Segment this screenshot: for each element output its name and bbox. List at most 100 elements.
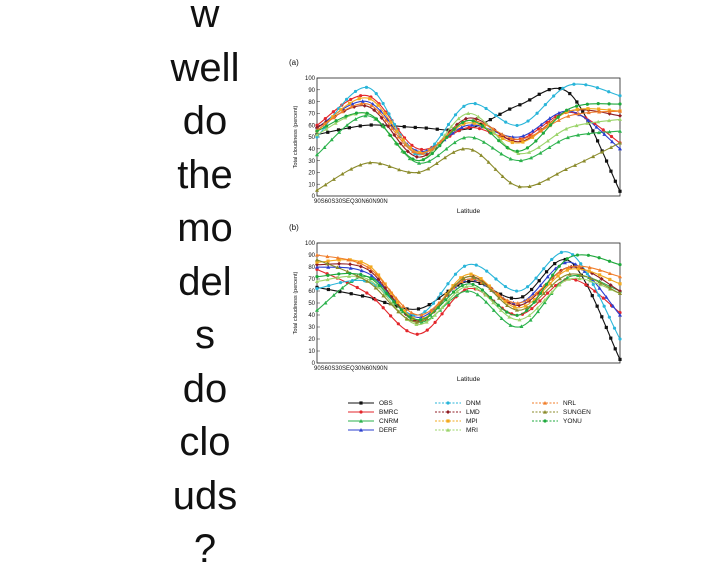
series-marker-obs bbox=[427, 303, 431, 307]
series-marker-obs bbox=[609, 336, 613, 340]
series-marker-cnrm bbox=[565, 275, 570, 280]
series-marker-obs bbox=[467, 279, 471, 283]
series-marker-derf bbox=[359, 268, 364, 273]
series-marker-mpi bbox=[337, 258, 341, 262]
series-marker-mri bbox=[456, 116, 461, 121]
series-marker-nrl bbox=[529, 133, 534, 138]
series-marker-mri bbox=[343, 115, 348, 120]
y-tick-label: 80 bbox=[308, 100, 315, 106]
series-marker-nrl bbox=[346, 257, 351, 262]
series-marker-mri bbox=[324, 127, 329, 131]
series-marker-sungen bbox=[486, 160, 491, 164]
series-marker-derf bbox=[350, 101, 355, 106]
series-marker-derf bbox=[594, 125, 599, 129]
series-marker-sungen bbox=[489, 288, 494, 292]
series-marker-obs bbox=[498, 112, 502, 116]
series-marker-mri bbox=[566, 277, 571, 281]
series-marker-nrl bbox=[438, 139, 443, 144]
series-marker-sungen bbox=[496, 296, 501, 300]
series-marker-yonu bbox=[565, 108, 569, 112]
series-marker-sungen bbox=[345, 269, 350, 274]
series-marker-yonu bbox=[585, 102, 589, 106]
series-marker-cnrm bbox=[454, 293, 459, 297]
y-tick-label: 70 bbox=[308, 112, 315, 118]
series-marker-mri bbox=[315, 279, 319, 283]
series-marker-dnm bbox=[381, 101, 385, 106]
series-marker-mpi bbox=[487, 284, 491, 288]
series-marker-bmrc bbox=[381, 306, 385, 310]
series-marker-sungen bbox=[481, 280, 486, 285]
series-marker-yonu bbox=[325, 124, 329, 128]
series-marker-derf bbox=[597, 286, 602, 290]
series-marker-dnm bbox=[526, 285, 530, 289]
series-marker-obs bbox=[530, 287, 534, 292]
series-marker-yonu bbox=[575, 104, 579, 108]
series-marker-mri bbox=[333, 121, 338, 125]
series-marker-cnrm bbox=[519, 324, 524, 328]
series-marker-mri bbox=[491, 130, 496, 134]
series-marker-dnm bbox=[515, 123, 519, 128]
series-marker-mri bbox=[549, 290, 554, 294]
series-marker-obs bbox=[402, 125, 406, 129]
series-marker-cnrm bbox=[490, 145, 495, 150]
series-marker-lmd bbox=[599, 276, 604, 281]
series-marker-yonu bbox=[471, 282, 475, 287]
series-marker-obs bbox=[509, 296, 514, 300]
series-marker-yonu bbox=[395, 142, 399, 146]
series-marker-nrl bbox=[409, 310, 414, 315]
series-marker-nrl bbox=[340, 109, 345, 114]
series-marker-nrl bbox=[525, 297, 530, 302]
series-line-dnm bbox=[316, 83, 621, 156]
legend: OBS BMRC CNRM DERF DNM LMD MPI MRI NRL SUNGEN YONU bbox=[348, 400, 591, 434]
legend-label-mri: MRI bbox=[466, 427, 478, 434]
series-marker-yonu bbox=[374, 117, 379, 121]
series-marker-nrl bbox=[587, 265, 592, 270]
series-marker-obs bbox=[537, 92, 541, 96]
series-marker-bmrc bbox=[323, 117, 327, 121]
series-marker-bmrc bbox=[415, 332, 419, 336]
series-marker-derf bbox=[459, 125, 464, 129]
series-marker-mpi bbox=[547, 122, 551, 126]
slide-question-text: w well do the mo del s do clo uds ? bbox=[150, 0, 260, 577]
series-marker-yonu bbox=[489, 131, 493, 135]
series-marker-cnrm bbox=[345, 123, 350, 127]
series-marker-sungen bbox=[588, 276, 593, 280]
series-marker-cnrm bbox=[542, 300, 547, 305]
series-marker-sungen bbox=[546, 176, 551, 181]
series-marker-sungen bbox=[582, 158, 587, 163]
series-marker-sungen bbox=[397, 167, 402, 172]
series-marker-obs bbox=[537, 279, 541, 283]
series-marker-yonu bbox=[399, 308, 404, 312]
series-marker-bmrc bbox=[349, 97, 353, 102]
series-marker-mri bbox=[474, 286, 479, 291]
series-marker-obs bbox=[604, 325, 608, 330]
series-marker-dnm bbox=[572, 82, 576, 86]
y-tick-label: 10 bbox=[308, 349, 315, 355]
series-marker-bmrc bbox=[315, 123, 319, 127]
series-marker-cnrm bbox=[429, 315, 434, 320]
series-marker-nrl bbox=[538, 129, 543, 133]
series-marker-nrl bbox=[401, 304, 406, 308]
series-marker-sungen bbox=[358, 162, 363, 167]
series-marker-obs bbox=[416, 307, 421, 311]
series-marker-mri bbox=[440, 305, 445, 309]
series-marker-mpi bbox=[576, 267, 580, 271]
series-marker-mpi bbox=[523, 304, 528, 308]
series-marker-cnrm bbox=[491, 308, 496, 312]
y-tick-label: 40 bbox=[308, 147, 315, 153]
series-marker-nrl bbox=[577, 264, 582, 268]
series-marker-sungen bbox=[315, 257, 319, 262]
series-marker-lmd bbox=[352, 104, 357, 109]
series-marker-bmrc bbox=[545, 291, 550, 295]
series-marker-obs bbox=[547, 88, 551, 92]
series-marker-dnm bbox=[534, 276, 538, 280]
series-marker-yonu bbox=[480, 288, 485, 292]
series-marker-obs bbox=[544, 270, 549, 274]
series-marker-sungen bbox=[609, 145, 614, 150]
series-marker-obs bbox=[360, 294, 365, 298]
series-marker-mpi bbox=[315, 260, 319, 264]
series-marker-sungen bbox=[416, 170, 421, 174]
series-marker-nrl bbox=[519, 137, 524, 141]
series-line-cnrm bbox=[316, 274, 621, 328]
series-marker-cnrm bbox=[462, 135, 467, 140]
